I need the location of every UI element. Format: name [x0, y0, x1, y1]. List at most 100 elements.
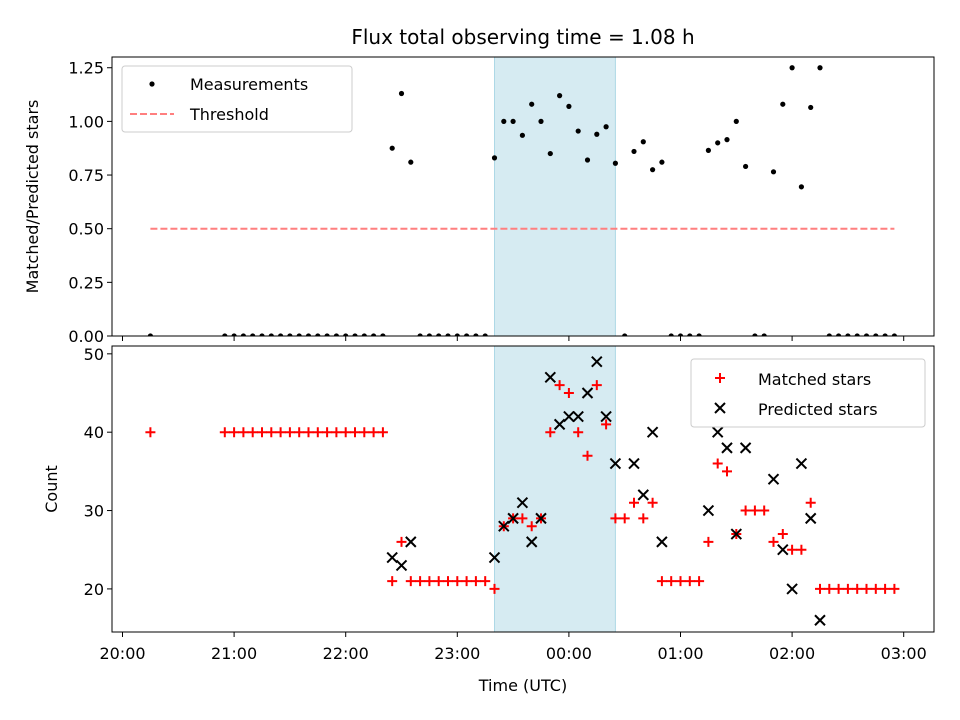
- data-point: [501, 118, 507, 124]
- data-point: [145, 427, 156, 438]
- data-point: [826, 333, 832, 336]
- legend-marker-matched: [715, 373, 725, 383]
- data-point: [668, 333, 674, 336]
- data-point: [612, 160, 619, 166]
- data-point: [480, 576, 491, 587]
- data-point: [619, 513, 630, 524]
- data-point: [845, 333, 851, 336]
- data-point: [219, 427, 230, 438]
- data-point: [464, 333, 470, 336]
- data-point: [405, 576, 416, 587]
- data-point: [780, 101, 786, 107]
- data-point: [566, 103, 572, 109]
- legend-box: [121, 65, 353, 133]
- data-point: [454, 333, 460, 336]
- data-point: [387, 576, 398, 587]
- data-point: [739, 442, 752, 454]
- data-point: [795, 457, 808, 470]
- legend-box: [690, 358, 926, 428]
- data-point: [386, 551, 398, 564]
- data-point: [749, 505, 760, 516]
- highlight-span: [494, 56, 616, 337]
- data-point: [863, 333, 870, 336]
- data-point: [882, 333, 888, 336]
- data-point: [777, 544, 789, 556]
- data-point: [628, 457, 640, 470]
- plot-area: [145, 355, 900, 626]
- data-point: [594, 131, 600, 137]
- data-point: [312, 427, 323, 438]
- data-point: [854, 333, 860, 336]
- data-point: [553, 418, 566, 431]
- data-point: [461, 576, 472, 587]
- y-tick-label: 0.00: [68, 327, 104, 346]
- data-point: [656, 536, 668, 548]
- chart-title: Flux total observing time = 1.08 h: [351, 25, 694, 49]
- data-point: [722, 466, 732, 477]
- series-matched-stars: [145, 380, 900, 594]
- data-point: [250, 333, 256, 336]
- data-point: [395, 559, 408, 572]
- data-point: [733, 118, 739, 124]
- data-point: [650, 167, 656, 173]
- data-point: [380, 333, 386, 336]
- data-point: [789, 65, 795, 71]
- data-point: [433, 576, 444, 587]
- data-point: [257, 427, 267, 438]
- data-point: [575, 128, 581, 134]
- data-point: [601, 419, 612, 430]
- data-point: [229, 427, 240, 438]
- data-point: [842, 583, 853, 594]
- data-point: [696, 333, 702, 336]
- data-point: [359, 427, 370, 438]
- data-point: [787, 544, 798, 555]
- data-point: [275, 427, 286, 438]
- plot-area: [147, 65, 897, 336]
- data-point: [324, 333, 330, 336]
- data-point: [516, 497, 529, 509]
- data-point: [443, 576, 453, 587]
- data-point: [743, 163, 749, 170]
- data-point: [231, 333, 237, 336]
- data-point: [761, 333, 767, 336]
- data-point: [340, 427, 351, 438]
- data-point: [805, 497, 816, 508]
- data-point: [861, 583, 872, 594]
- data-point: [637, 489, 650, 501]
- data-point: [815, 583, 825, 594]
- x-tick-label: 23:00: [434, 644, 480, 663]
- data-point: [398, 90, 405, 97]
- data-point: [322, 427, 333, 438]
- x-axis-label: Time (UTC): [478, 676, 567, 695]
- data-point: [284, 427, 295, 438]
- data-point: [721, 442, 733, 454]
- y-axis-label: Matched/Predicted stars: [23, 100, 42, 294]
- data-point: [703, 536, 714, 547]
- data-point: [609, 457, 622, 470]
- data-point: [687, 333, 693, 336]
- legend-label-threshold: Threshold: [189, 105, 269, 124]
- data-point: [287, 333, 293, 336]
- x-tick-label: 21:00: [211, 644, 257, 663]
- data-point: [675, 576, 686, 587]
- data-point: [452, 576, 463, 587]
- data-point: [147, 333, 153, 336]
- x-tick-label: 22:00: [323, 644, 369, 663]
- top-panel: 0.00 0.25 0.50 0.75 1.00 1.25 Flux total obser…: [23, 25, 935, 346]
- data-point: [352, 333, 358, 336]
- data-point: [247, 427, 258, 438]
- y-axis-label: Count: [42, 465, 61, 513]
- data-point: [873, 333, 879, 336]
- data-point: [415, 576, 426, 587]
- data-point: [473, 333, 479, 336]
- data-point: [305, 333, 312, 336]
- data-point: [544, 371, 557, 384]
- axes-frame: [111, 56, 935, 337]
- y-tick-label: 20: [84, 580, 104, 599]
- data-point: [371, 333, 377, 336]
- data-point: [368, 427, 379, 438]
- data-point: [331, 427, 342, 438]
- data-point: [870, 583, 881, 594]
- data-point: [852, 583, 863, 594]
